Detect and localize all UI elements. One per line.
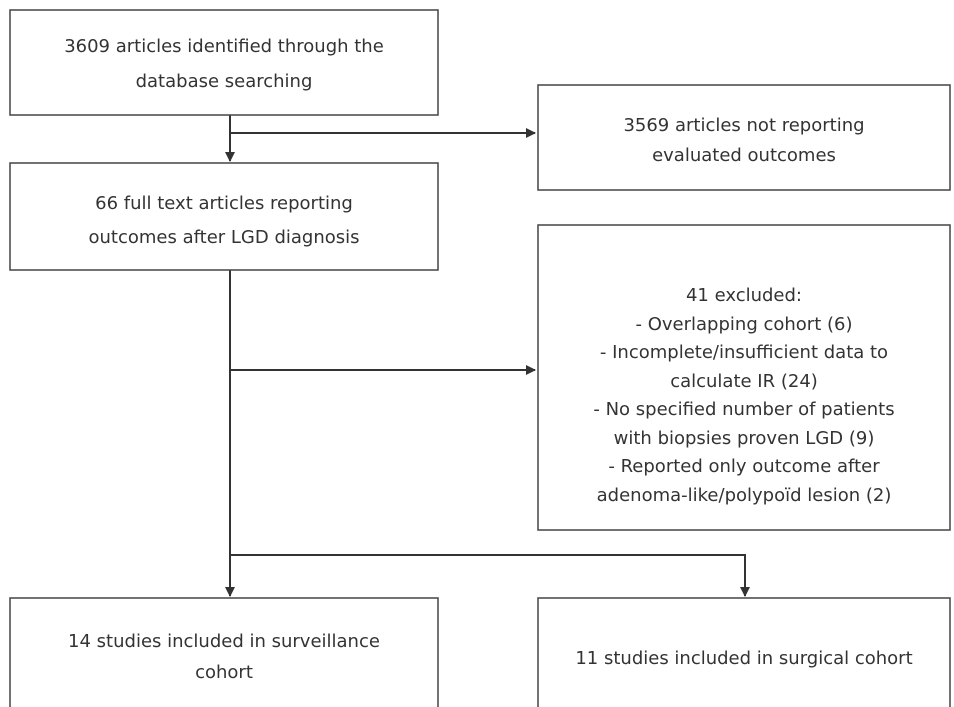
box: [537, 597, 951, 707]
box-text: outcomes after LGD diagnosis: [88, 227, 359, 248]
box-text: 66 full text articles reporting: [95, 193, 353, 214]
box-text: - No specified number of patients: [593, 399, 894, 420]
box-text: - Reported only outcome after: [608, 456, 880, 477]
box-text: 3609 articles identified through the: [64, 36, 384, 57]
box: [9, 162, 439, 271]
box: [537, 84, 951, 191]
box-text: - Incomplete/insufficient data to: [600, 342, 888, 363]
box-text: database searching: [136, 71, 313, 92]
box: [9, 9, 439, 116]
box-text: calculate IR (24): [670, 371, 818, 392]
box-text: 11 studies included in surgical cohort: [575, 648, 912, 669]
box-text: 3569 articles not reporting: [623, 115, 864, 136]
box-text: with biopsies proven LGD (9): [614, 428, 875, 449]
box-text: evaluated outcomes: [652, 145, 836, 166]
box: [9, 597, 439, 707]
box-text: - Overlapping cohort (6): [636, 314, 853, 335]
arrow: [230, 554, 750, 597]
box-text: 41 excluded:: [686, 285, 802, 306]
box: [537, 224, 951, 531]
box-text: adenoma-like/polypoïd lesion (2): [597, 485, 892, 506]
box-text: cohort: [195, 662, 253, 683]
box-text: 14 studies included in surveillance: [68, 631, 380, 652]
